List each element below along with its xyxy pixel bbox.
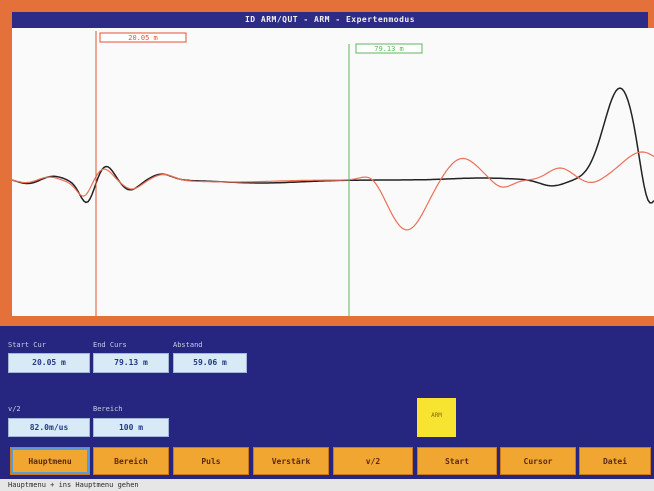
start-cursor-tag (99, 32, 187, 43)
end-cursor-readout-label: End Curs (93, 341, 127, 349)
end-cursor-tag (355, 43, 423, 54)
start-button[interactable]: Start (417, 447, 497, 475)
range-label: Bereich (93, 405, 123, 413)
mode-badge: ARM (417, 398, 456, 437)
waveform-svg: 20.05 m 79.13 m (12, 31, 654, 316)
hauptmenu-button[interactable]: Hauptmenu (10, 447, 90, 475)
waveform-plot[interactable]: 20.05 m 79.13 m (12, 28, 654, 316)
distance-field: 59.06 m (173, 353, 247, 373)
verstaerk-button[interactable]: Verstärk (253, 447, 329, 475)
end-cursor-field: 79.13 m (93, 353, 169, 373)
trace-red (12, 151, 654, 231)
datei-button[interactable]: Datei (579, 447, 651, 475)
status-bar: Hauptmenu + ins Hauptmenu gehen (0, 479, 654, 491)
bereich-button[interactable]: Bereich (93, 447, 169, 475)
cursor-button[interactable]: Cursor (500, 447, 576, 475)
distance-readout-label: Abstand (173, 341, 203, 349)
velocity-label: v/2 (8, 405, 21, 413)
velocity-field[interactable]: 82.0m/us (8, 418, 90, 437)
puls-button[interactable]: Puls (173, 447, 249, 475)
trace-black (12, 87, 654, 204)
start-cursor-label: 20.05 m (128, 34, 158, 42)
start-cursor-readout-label: Start Cur (8, 341, 46, 349)
range-field[interactable]: 100 m (93, 418, 169, 437)
end-cursor-label: 79.13 m (374, 45, 404, 53)
window-title: ID ARM/QUT - ARM - Expertenmodus (12, 12, 648, 28)
start-cursor-field: 20.05 m (8, 353, 90, 373)
v2-button[interactable]: v/2 (333, 447, 413, 475)
